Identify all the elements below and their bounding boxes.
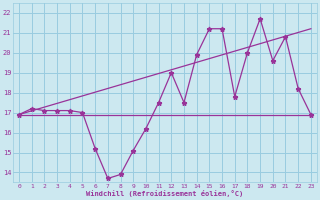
X-axis label: Windchill (Refroidissement éolien,°C): Windchill (Refroidissement éolien,°C) [86, 190, 244, 197]
